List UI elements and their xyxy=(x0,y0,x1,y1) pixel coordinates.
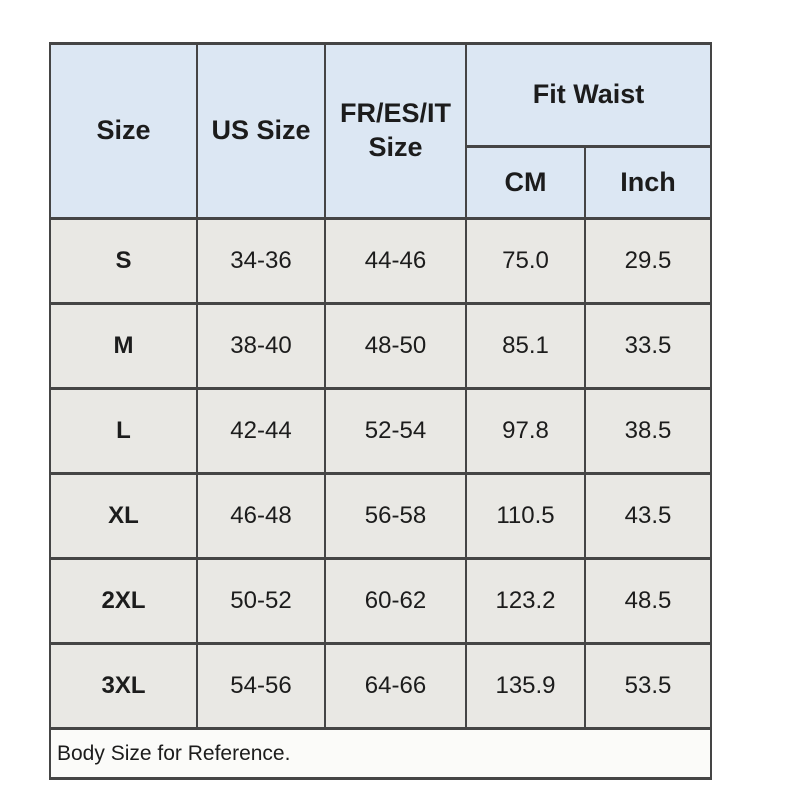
cell-fr-es-it-size: 48-50 xyxy=(324,302,467,390)
cell-fr-es-it-size: 52-54 xyxy=(324,387,467,475)
cell-waist-cm: 135.9 xyxy=(465,642,586,730)
header-row-main: Size US Size FR/ES/IT Size Fit Waist xyxy=(49,42,712,220)
col-header-size: Size xyxy=(49,42,198,220)
cell-us-size: 54-56 xyxy=(196,642,326,730)
table-row-3xl: 3XL 54-56 64-66 135.9 53.5 xyxy=(49,642,712,730)
table-row-m: M 38-40 48-50 85.1 33.5 xyxy=(49,302,712,390)
cell-size: L xyxy=(49,387,198,475)
col-header-fit-waist: Fit Waist xyxy=(465,42,712,148)
cell-waist-inch: 43.5 xyxy=(584,472,712,560)
cell-us-size: 34-36 xyxy=(196,217,326,305)
cell-waist-cm: 110.5 xyxy=(465,472,586,560)
cell-us-size: 38-40 xyxy=(196,302,326,390)
footer-note: Body Size for Reference. xyxy=(49,727,712,780)
cell-fr-es-it-size: 56-58 xyxy=(324,472,467,560)
cell-fr-es-it-size: 64-66 xyxy=(324,642,467,730)
table-row-s: S 34-36 44-46 75.0 29.5 xyxy=(49,217,712,305)
table-footer: Body Size for Reference. xyxy=(49,727,712,780)
header-row-units: CM Inch xyxy=(50,145,712,220)
cell-size: XL xyxy=(49,472,198,560)
cell-waist-cm: 75.0 xyxy=(465,217,586,305)
cell-size: 3XL xyxy=(49,642,198,730)
table-header: Size US Size FR/ES/IT Size Fit Waist CM … xyxy=(49,42,712,220)
cell-fr-es-it-size: 60-62 xyxy=(324,557,467,645)
size-chart-table: Size US Size FR/ES/IT Size Fit Waist CM … xyxy=(49,42,712,780)
cell-waist-inch: 29.5 xyxy=(584,217,712,305)
cell-size: 2XL xyxy=(49,557,198,645)
cell-waist-inch: 33.5 xyxy=(584,302,712,390)
cell-waist-cm: 123.2 xyxy=(465,557,586,645)
table-row-2xl: 2XL 50-52 60-62 123.2 48.5 xyxy=(49,557,712,645)
cell-size: S xyxy=(49,217,198,305)
cell-waist-inch: 53.5 xyxy=(584,642,712,730)
col-header-fr-es-it-size: FR/ES/IT Size xyxy=(324,42,467,220)
cell-us-size: 50-52 xyxy=(196,557,326,645)
cell-fr-es-it-size: 44-46 xyxy=(324,217,467,305)
cell-us-size: 46-48 xyxy=(196,472,326,560)
table-row-xl: XL 46-48 56-58 110.5 43.5 xyxy=(49,472,712,560)
table-row-l: L 42-44 52-54 97.8 38.5 xyxy=(49,387,712,475)
subheader-inch: Inch xyxy=(584,145,712,220)
footer-row: Body Size for Reference. xyxy=(49,727,712,780)
table-body: S 34-36 44-46 75.0 29.5 M 38-40 48-50 85… xyxy=(49,217,712,730)
col-header-us-size: US Size xyxy=(196,42,326,220)
subheader-cm: CM xyxy=(465,145,586,220)
cell-waist-inch: 38.5 xyxy=(584,387,712,475)
cell-size: M xyxy=(49,302,198,390)
cell-waist-inch: 48.5 xyxy=(584,557,712,645)
cell-waist-cm: 97.8 xyxy=(465,387,586,475)
cell-waist-cm: 85.1 xyxy=(465,302,586,390)
cell-us-size: 42-44 xyxy=(196,387,326,475)
